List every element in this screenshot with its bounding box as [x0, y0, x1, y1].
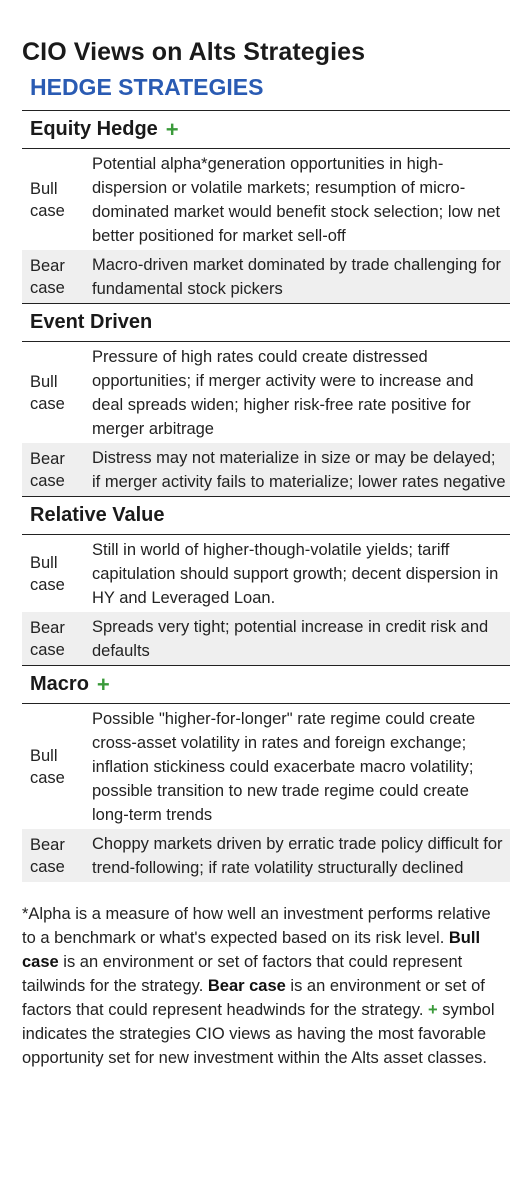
bull-case-row: Bull case Possible "higher-for-longer" ra…: [22, 704, 510, 829]
strategy-heading: Equity Hedge +: [22, 111, 510, 149]
strategy-section: Event Driven Bull case Pressure of high ra…: [22, 304, 510, 497]
bull-case-label: Bull case: [30, 554, 65, 594]
bull-case-text: Pressure of high rates could create dist…: [92, 348, 474, 438]
strategy-heading: Event Driven: [22, 304, 510, 342]
bear-case-row: Bear case Spreads very tight; potential i…: [22, 612, 510, 665]
strategy-section: Macro + Bull case Possible "higher-for-long…: [22, 666, 510, 882]
footnote: *Alpha is a measure of how well an inves…: [22, 902, 510, 1070]
footnote-text-3: is an environment or set of factors that…: [22, 977, 485, 1019]
strategy-heading: Macro +: [22, 666, 510, 704]
bull-case-row: Bull case Pressure of high rates could cr…: [22, 342, 510, 443]
bear-case-row: Bear case Distress may not materialize in…: [22, 443, 510, 496]
plus-icon: +: [96, 671, 110, 697]
bull-case-text: Potential alpha*generation opportunities…: [92, 155, 501, 245]
bear-case-row: Bear case Choppy markets driven by errati…: [22, 829, 510, 882]
bear-case-row: Bear case Macro-driven market dominated b…: [22, 250, 510, 303]
bull-case-label: Bull case: [30, 373, 65, 413]
strategy-name: Event Driven: [30, 311, 153, 333]
footnote-text-1: *Alpha is a measure of how well an inves…: [22, 905, 491, 947]
bear-case-text: Choppy markets driven by erratic trade p…: [92, 835, 503, 877]
bull-case-text: Possible "higher-for-longer" rate regime…: [92, 710, 476, 824]
strategy-section: Equity Hedge + Bull case Potential alpha*ge…: [22, 111, 510, 304]
bull-case-row: Bull case Potential alpha*generation oppo…: [22, 149, 510, 250]
strategy-section: Relative Value Bull case Still in world of…: [22, 497, 510, 666]
bull-case-text: Still in world of higher-though-volatile…: [92, 541, 499, 607]
strategy-name: Relative Value: [30, 504, 165, 526]
bull-case-label: Bull case: [30, 180, 65, 220]
bull-case-label: Bull case: [30, 747, 65, 787]
bear-case-text: Macro-driven market dominated by trade c…: [92, 256, 502, 298]
page-title: CIO Views on Alts Strategies: [22, 38, 366, 66]
bear-case-label: Bear case: [30, 257, 65, 297]
bear-case-text: Spreads very tight; potential increase i…: [92, 618, 489, 660]
bull-case-row: Bull case Still in world of higher-though…: [22, 535, 510, 612]
footnote-bear-term: Bear case: [207, 977, 286, 995]
strategy-sections: Equity Hedge + Bull case Potential alpha*ge…: [22, 111, 510, 882]
bear-case-label: Bear case: [30, 619, 65, 659]
footnote-text-2: is an environment or set of factors that…: [22, 953, 463, 995]
footnote-bull-term: Bull case: [22, 929, 481, 971]
plus-icon: +: [428, 1001, 438, 1019]
strategy-heading: Relative Value: [22, 497, 510, 535]
plus-icon: +: [165, 116, 179, 142]
bear-case-label: Bear case: [30, 450, 65, 490]
strategy-name: Equity Hedge: [30, 118, 158, 140]
strategy-name: Macro: [30, 673, 89, 695]
footnote-text-4: symbol indicates the strategies CIO view…: [22, 1001, 495, 1067]
bear-case-text: Distress may not materialize in size or …: [92, 449, 506, 491]
bear-case-label: Bear case: [30, 836, 65, 876]
top-rule: [22, 110, 510, 111]
section-subtitle: HEDGE STRATEGIES: [30, 74, 264, 100]
